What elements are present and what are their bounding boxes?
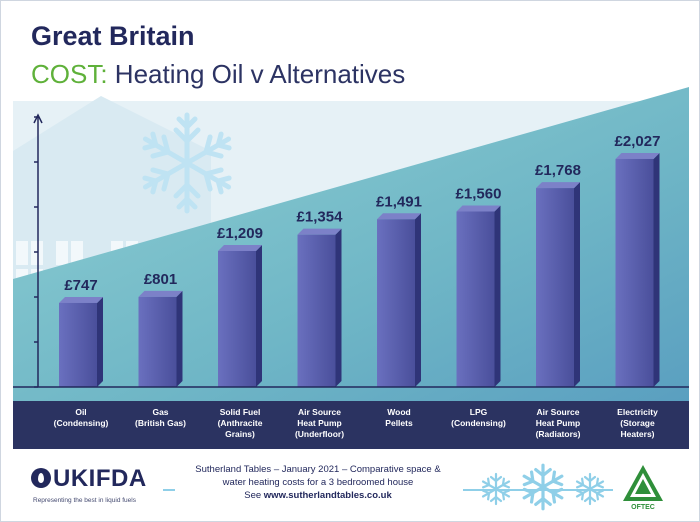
category-label: Solid Fuel (Anthracite Grains) [217, 407, 263, 439]
value-label: £801 [144, 271, 177, 288]
bar-side [494, 205, 501, 387]
subtitle-text: Heating Oil v Alternatives [107, 59, 406, 89]
drop-icon [31, 468, 51, 488]
value-labels-layer: £747 £801 £1,209 £1,354 £1,491 £1,560 £1,768 £2… [64, 133, 660, 294]
source-note: Sutherland Tables – January 2021 – Compa… [173, 463, 463, 502]
category-label: Air Source Heat Pump (Underfloor) [294, 407, 345, 439]
footer-snowflakes [479, 463, 607, 511]
bar-top [615, 152, 660, 159]
bar-side [653, 152, 660, 387]
value-label: £1,209 [217, 225, 263, 242]
value-label: £747 [64, 277, 97, 294]
value-label: £2,027 [615, 133, 661, 150]
source-note-prefix: See [244, 490, 264, 501]
category-label: Oil (Condensing) [53, 407, 109, 428]
value-label: £1,768 [535, 162, 581, 179]
bar [615, 152, 660, 387]
value-label: £1,560 [456, 186, 502, 203]
small-snowflake-icon [479, 472, 513, 506]
logo-text: UKIFDA [53, 465, 147, 492]
bar-side [256, 244, 262, 387]
bar [377, 213, 421, 387]
bar-front [59, 302, 97, 387]
chart-subtitle: COST: Heating Oil v Alternatives [31, 59, 405, 90]
medium-snowflake-icon [518, 463, 568, 511]
bar [536, 182, 580, 387]
oftec-badge-icon: OFTEC [623, 465, 663, 511]
bar [218, 244, 262, 387]
bar-side [176, 290, 183, 387]
chart-title: Great Britain [31, 21, 195, 51]
small-snowflake-icon-2 [573, 472, 607, 506]
bar-top [297, 228, 342, 235]
bar-top [138, 290, 183, 297]
bar-front [615, 158, 654, 387]
bar-front [218, 250, 256, 387]
bar-front [456, 211, 495, 387]
bar-front [377, 219, 415, 387]
bar-top [456, 205, 501, 212]
category-label: Gas (British Gas) [134, 407, 186, 428]
category-label: Air Source Heat Pump (Radiators) [535, 407, 581, 439]
bar [138, 290, 183, 387]
bars-layer [59, 152, 660, 387]
category-band: Oil (Condensing) Gas (British Gas) Solid F… [13, 401, 689, 449]
bar-top [377, 213, 421, 220]
oftec-badge-text: OFTEC [631, 504, 655, 511]
bar-side [97, 296, 103, 387]
bar-top [536, 182, 580, 189]
bar-side [335, 228, 342, 387]
source-note-line3: See www.sutherlandtables.co.uk [173, 489, 463, 502]
bar-front [297, 234, 336, 387]
category-label: Electricity (Storage Heaters) [617, 407, 658, 439]
bar-top [59, 296, 103, 303]
source-note-line1: Sutherland Tables – January 2021 – Compa… [195, 464, 441, 475]
category-label: Wood Pellets [385, 407, 413, 428]
bar [297, 228, 342, 387]
bar-front [536, 188, 574, 387]
bar-side [574, 182, 580, 387]
value-label: £1,491 [376, 193, 422, 210]
bar-side [415, 213, 421, 387]
divider-left [163, 489, 175, 491]
subtitle-accent: COST: [31, 59, 108, 89]
bar-front [138, 296, 177, 387]
bar-top [218, 244, 262, 251]
ukifda-logo: UKIFDA [31, 465, 147, 493]
bar [59, 296, 103, 387]
bar [456, 205, 501, 387]
source-note-line2: water heating costs for a 3 bedroomed ho… [222, 477, 414, 488]
snowflake-icon [140, 112, 234, 211]
category-label: LPG (Condensing) [451, 407, 506, 428]
logo-tagline: Representing the best in liquid fuels [33, 497, 136, 504]
value-label: £1,354 [297, 209, 344, 226]
footer: UKIFDA Representing the best in liquid f… [13, 453, 689, 517]
source-url-link[interactable]: www.sutherlandtables.co.uk [263, 490, 392, 501]
